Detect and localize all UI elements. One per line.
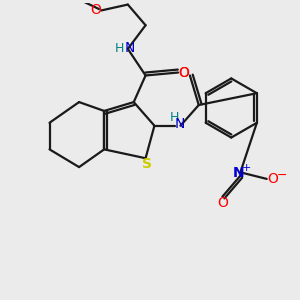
Text: N: N bbox=[125, 41, 135, 55]
Text: N: N bbox=[233, 166, 244, 180]
Text: S: S bbox=[142, 157, 152, 171]
Text: H: H bbox=[115, 42, 124, 56]
Text: +: + bbox=[242, 163, 251, 173]
Text: −: − bbox=[276, 169, 287, 182]
Text: O: O bbox=[91, 3, 101, 17]
Text: N: N bbox=[174, 117, 185, 131]
Text: O: O bbox=[217, 196, 228, 210]
Text: H: H bbox=[170, 111, 179, 124]
Text: O: O bbox=[178, 66, 189, 80]
Text: O: O bbox=[267, 172, 278, 186]
Text: O: O bbox=[178, 65, 189, 80]
